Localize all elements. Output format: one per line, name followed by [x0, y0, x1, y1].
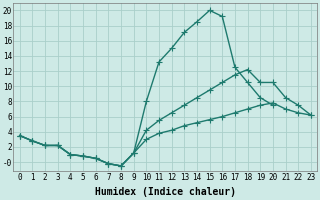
X-axis label: Humidex (Indice chaleur): Humidex (Indice chaleur)	[95, 187, 236, 197]
